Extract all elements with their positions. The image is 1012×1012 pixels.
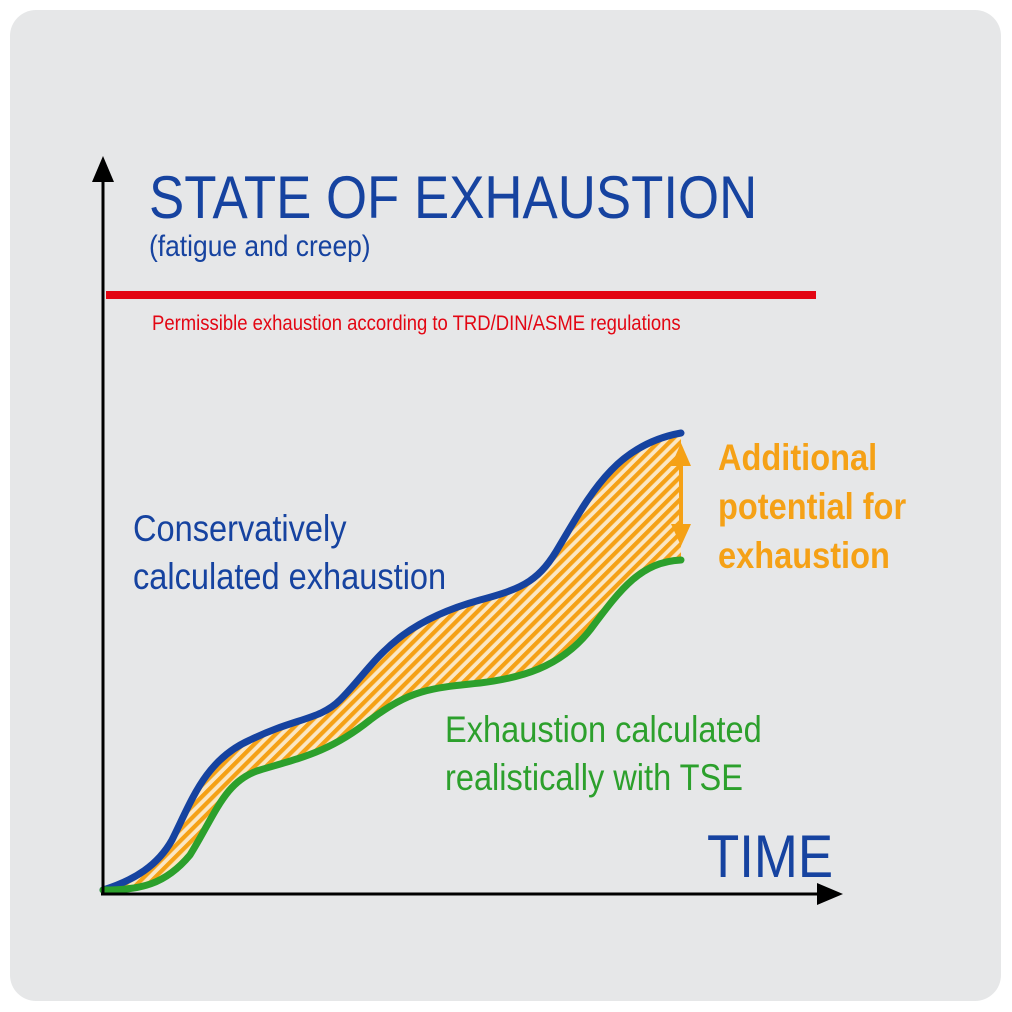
realistic-curve-label: Exhaustion calculated realistically with… — [445, 706, 762, 802]
conservative-label-line-1: Conservatively — [133, 508, 347, 549]
y-axis-title: STATE OF EXHAUSTION — [149, 164, 758, 231]
gap-arrow-head-down — [671, 524, 691, 546]
permissible-limit-label: Permissible exhaustion according to TRD/… — [152, 312, 681, 335]
realistic-exhaustion-curve — [99, 556, 685, 894]
realistic-label-line-1: Exhaustion calculated — [445, 709, 762, 750]
additional-potential-label: Additional potential for exhaustion — [718, 433, 906, 581]
additional-potential-region — [103, 433, 681, 890]
conservative-exhaustion-curve — [99, 429, 685, 894]
x-axis-arrowhead — [817, 883, 843, 905]
gap-arrow-head-up — [671, 443, 691, 466]
x-axis-title: TIME — [707, 823, 834, 890]
realistic-label-line-2: realistically with TSE — [445, 757, 743, 799]
potential-label-line-2: potential for — [718, 486, 907, 528]
conservative-curve-label: Conservatively calculated exhaustion — [133, 505, 446, 601]
conservative-label-line-2: calculated exhaustion — [133, 556, 447, 598]
potential-label-line-3: exhaustion — [718, 535, 890, 577]
y-axis-arrowhead — [92, 156, 114, 182]
y-axis-subtitle: (fatigue and creep) — [149, 230, 371, 263]
potential-label-line-1: Additional — [718, 437, 878, 478]
